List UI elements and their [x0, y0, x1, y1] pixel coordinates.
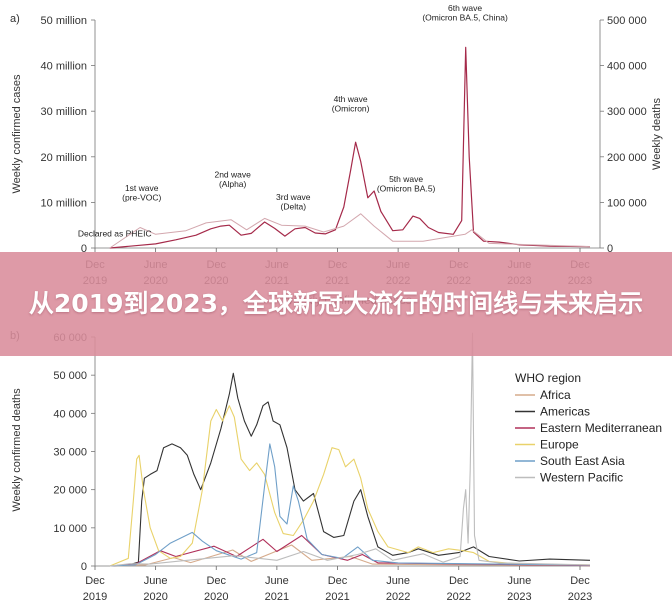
y2-tick-label: 0 [607, 243, 613, 255]
y2-tick-label: 100 000 [607, 197, 647, 209]
y2-tick-label: 300 000 [607, 106, 647, 118]
x-tick-label-year: 2021 [265, 591, 289, 603]
x-tick-label-month: Dec [449, 575, 469, 587]
y2-tick-label: 200 000 [607, 152, 647, 164]
x-tick-label-year: 2023 [568, 591, 592, 603]
series-line-americas [109, 372, 591, 567]
legend-title: WHO region [515, 371, 581, 385]
panel-a-label: a) [10, 13, 20, 25]
x-tick-label-month: Dec [570, 575, 590, 587]
x-tick-label-year: 2022 [447, 591, 471, 603]
legend-label: Americas [540, 405, 590, 419]
annotation-label: 5th wave [389, 174, 423, 184]
y-tick-label: 0 [81, 561, 87, 573]
x-tick-label-year: 2021 [325, 591, 349, 603]
y-tick-label: 30 000 [53, 447, 87, 459]
legend-label: Europe [540, 438, 579, 452]
x-tick-label-month: Dec [85, 575, 105, 587]
annotation-label: Declared as PHEIC [78, 229, 152, 239]
legend-label: Eastern Mediterranean [540, 421, 662, 435]
annotation-label: (pre-VOC) [122, 193, 161, 203]
x-tick-label-month: June [265, 575, 289, 587]
annotation-label: 6th wave [448, 3, 482, 13]
annotation-label: (Omicron BA.5, China) [422, 12, 508, 22]
series-line-europe [109, 405, 591, 567]
annotation-label: (Omicron) [332, 104, 370, 114]
x-tick-label-month: June [144, 575, 168, 587]
annotation-label: (Delta) [281, 202, 307, 212]
y-tick-label: 50 million [41, 15, 87, 27]
legend-label: Africa [540, 388, 571, 402]
banner-title: 从2019到2023，全球新冠大流行的时间线与未来启示 [28, 289, 644, 318]
annotation-label: 1st wave [125, 183, 159, 193]
y2-tick-label: 500 000 [607, 15, 647, 27]
x-tick-label-year: 2023 [507, 591, 531, 603]
series-line-western-pacific [109, 332, 591, 567]
x-tick-label-year: 2022 [386, 591, 410, 603]
y-tick-label: 50 000 [53, 370, 87, 382]
annotation-label: (Alpha) [219, 179, 247, 189]
y-tick-label: 30 million [41, 106, 87, 118]
x-tick-label-month: Dec [328, 575, 348, 587]
y-tick-label: 0 [81, 243, 87, 255]
y-tick-label: 20 000 [53, 485, 87, 497]
annotation-label: 4th wave [334, 94, 368, 104]
x-tick-label-year: 2020 [143, 591, 167, 603]
y-tick-label: 10 million [41, 197, 87, 209]
title-banner: 从2019到2023，全球新冠大流行的时间线与未来启示 [0, 252, 672, 356]
annotation-label: 2nd wave [214, 169, 251, 179]
annotation-label: (Omicron BA.5) [377, 183, 436, 193]
y-axis-title: Weekly confirmed cases [11, 74, 23, 194]
series-line-deaths [109, 213, 591, 249]
series-line-africa [109, 544, 591, 567]
y-tick-label: 40 000 [53, 408, 87, 420]
x-tick-label-month: June [507, 575, 531, 587]
y-tick-label: 20 million [41, 152, 87, 164]
x-tick-label-month: June [386, 575, 410, 587]
annotation-label: 3rd wave [276, 192, 311, 202]
y2-tick-label: 400 000 [607, 61, 647, 73]
legend-label: Western Pacific [540, 471, 623, 485]
y-tick-label: 10 000 [53, 523, 87, 535]
series-line-south-east-asia [109, 443, 591, 567]
x-tick-label-year: 2019 [83, 591, 107, 603]
y-axis-title: Weekly confirmed deaths [11, 388, 23, 512]
x-tick-label-year: 2020 [204, 591, 228, 603]
series-line-eastern-mediterranean [109, 534, 591, 567]
series-line-cases [109, 46, 591, 249]
y-tick-label: 40 million [41, 61, 87, 73]
x-tick-label-month: Dec [206, 575, 226, 587]
y2-axis-title: Weekly deaths [651, 98, 663, 170]
legend-label: South East Asia [540, 454, 625, 468]
